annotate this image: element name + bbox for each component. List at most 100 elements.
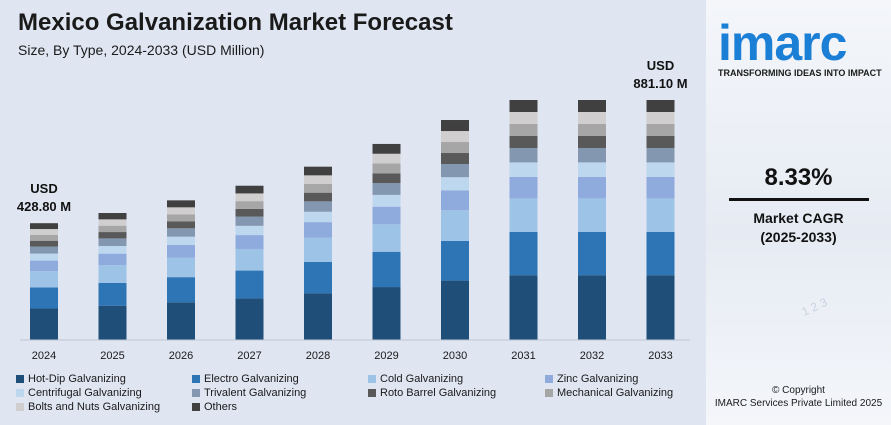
- bar-segment-2031-8: [509, 124, 538, 136]
- brand-tagline: TRANSFORMING IDEAS INTO IMPACT: [718, 68, 882, 78]
- copyright: © Copyright IMARC Services Private Limit…: [706, 384, 891, 410]
- bar-segment-2032-2: [578, 232, 606, 276]
- bar-segment-2026-5: [167, 236, 195, 246]
- x-tick-label: 2030: [443, 350, 467, 362]
- bar-segment-2025-6: [98, 238, 127, 247]
- bar-segment-2030-6: [441, 164, 469, 178]
- bar-segment-2029-4: [372, 206, 401, 225]
- bar-segment-2030-7: [441, 153, 469, 165]
- bar-segment-2029-3: [372, 224, 401, 252]
- bar-segment-2026-8: [167, 214, 195, 222]
- chart-title: Mexico Galvanization Market Forecast: [18, 9, 453, 36]
- data-label: 428.80 M: [17, 199, 71, 214]
- bar-segment-2026-2: [167, 277, 195, 303]
- legend-swatch: [368, 389, 376, 397]
- bar-segment-2025-5: [98, 246, 127, 254]
- bar-segment-2032-1: [578, 275, 606, 340]
- bar-segment-2028-6: [304, 201, 332, 212]
- bar-segment-2026-4: [167, 245, 195, 258]
- cagr-value: 8.33%: [764, 164, 833, 191]
- bar-segment-2030-9: [441, 131, 469, 143]
- bar-segment-2033-8: [646, 124, 675, 136]
- bar-segment-2027-9: [235, 193, 264, 202]
- bar-segment-2030-2: [441, 241, 469, 281]
- legend-label: Bolts and Nuts Galvanizing: [28, 401, 161, 413]
- bar-segment-2028-4: [304, 222, 332, 238]
- legend-label: Cold Galvanizing: [380, 373, 464, 385]
- bar-segment-2024-7: [30, 240, 58, 247]
- legend-label: Hot-Dip Galvanizing: [28, 373, 126, 385]
- legend-item: Zinc Galvanizing: [545, 373, 638, 385]
- bar-segment-2032-7: [578, 136, 606, 148]
- sidebar: 1 2 3 imarc TRANSFORMING IDEAS INTO IMPA…: [706, 0, 891, 425]
- copyright-line2: IMARC Services Private Limited 2025: [714, 398, 883, 409]
- legend-item: Mechanical Galvanizing: [545, 387, 673, 399]
- bar-segment-2033-4: [646, 176, 675, 199]
- bar-segment-2027-1: [235, 298, 264, 340]
- bar-segment-2030-3: [441, 210, 469, 242]
- bar-segment-2033-7: [646, 136, 675, 148]
- legend-item: Centrifugal Galvanizing: [16, 387, 142, 399]
- bar-segment-2025-4: [98, 253, 127, 266]
- bar-segment-2024-1: [30, 308, 58, 340]
- bar-segment-2031-6: [509, 148, 538, 163]
- bar-segment-2030-10: [441, 120, 469, 132]
- bar-segment-2024-8: [30, 234, 58, 241]
- bar-segment-2030-8: [441, 142, 469, 154]
- x-tick-label: 2028: [306, 350, 330, 362]
- chart-panel: Mexico Galvanization Market Forecast Siz…: [16, 9, 690, 413]
- stacked-bar-chart: 2024 2025 2026 2027 2028 2029 2030 2031 2032 2033…: [17, 58, 690, 362]
- legend-label: Others: [204, 401, 238, 413]
- bar-segment-2028-3: [304, 237, 332, 263]
- bar-segment-2024-10: [30, 223, 58, 230]
- bar-segment-2027-6: [235, 216, 264, 226]
- bar-segment-2031-5: [509, 162, 538, 177]
- legend-swatch: [16, 389, 24, 397]
- legend-swatch: [192, 389, 200, 397]
- bar-segment-2032-5: [578, 162, 606, 177]
- bar-segment-2033-2: [646, 232, 675, 276]
- legend-label: Centrifugal Galvanizing: [28, 387, 142, 399]
- bar-segment-2025-8: [98, 225, 127, 233]
- bar-segment-2026-1: [167, 302, 195, 340]
- x-tick-label: 2031: [511, 350, 535, 362]
- bar-segment-2025-10: [98, 213, 127, 220]
- bar-segment-2024-3: [30, 271, 58, 288]
- data-label: USD: [647, 58, 674, 73]
- bar-segment-2032-8: [578, 124, 606, 136]
- bar-segment-2031-9: [509, 112, 538, 124]
- legend-label: Mechanical Galvanizing: [557, 387, 674, 399]
- bar-segment-2027-8: [235, 201, 264, 209]
- decorative-number: 1 2 3: [799, 295, 830, 319]
- bar-segment-2028-1: [304, 293, 332, 340]
- bar-segment-2029-7: [372, 173, 401, 184]
- data-label: USD: [30, 181, 57, 196]
- bar-segment-2025-1: [98, 305, 127, 340]
- legend-swatch: [16, 375, 24, 383]
- bar-segment-2027-4: [235, 235, 264, 249]
- bar-segment-2030-1: [441, 280, 469, 340]
- bar-segment-2027-5: [235, 225, 264, 236]
- legend-swatch: [545, 389, 553, 397]
- legend-item: Roto Barrel Galvanizing: [368, 387, 496, 399]
- bar-segment-2032-4: [578, 176, 606, 199]
- bar-segment-2028-9: [304, 175, 332, 185]
- bar-segment-2030-5: [441, 177, 469, 191]
- legend-label: Zinc Galvanizing: [557, 373, 639, 385]
- x-tick-label: 2033: [648, 350, 672, 362]
- bar-segment-2025-2: [98, 282, 127, 306]
- bar-segment-2026-6: [167, 228, 195, 237]
- bar-segment-2030-4: [441, 190, 469, 211]
- bar-segment-2032-3: [578, 198, 606, 232]
- x-tick-label: 2027: [237, 350, 261, 362]
- bar-segment-2028-7: [304, 192, 332, 202]
- bar-segment-2025-9: [98, 219, 127, 226]
- legend-label: Trivalent Galvanizing: [204, 387, 307, 399]
- bar-segment-2028-5: [304, 211, 332, 223]
- bar-segment-2027-7: [235, 208, 264, 217]
- bar-segment-2032-9: [578, 112, 606, 124]
- bar-segment-2029-10: [372, 143, 401, 154]
- bar-segment-2028-8: [304, 184, 332, 193]
- legend-label: Roto Barrel Galvanizing: [380, 387, 497, 399]
- bar-segment-2029-1: [372, 287, 401, 340]
